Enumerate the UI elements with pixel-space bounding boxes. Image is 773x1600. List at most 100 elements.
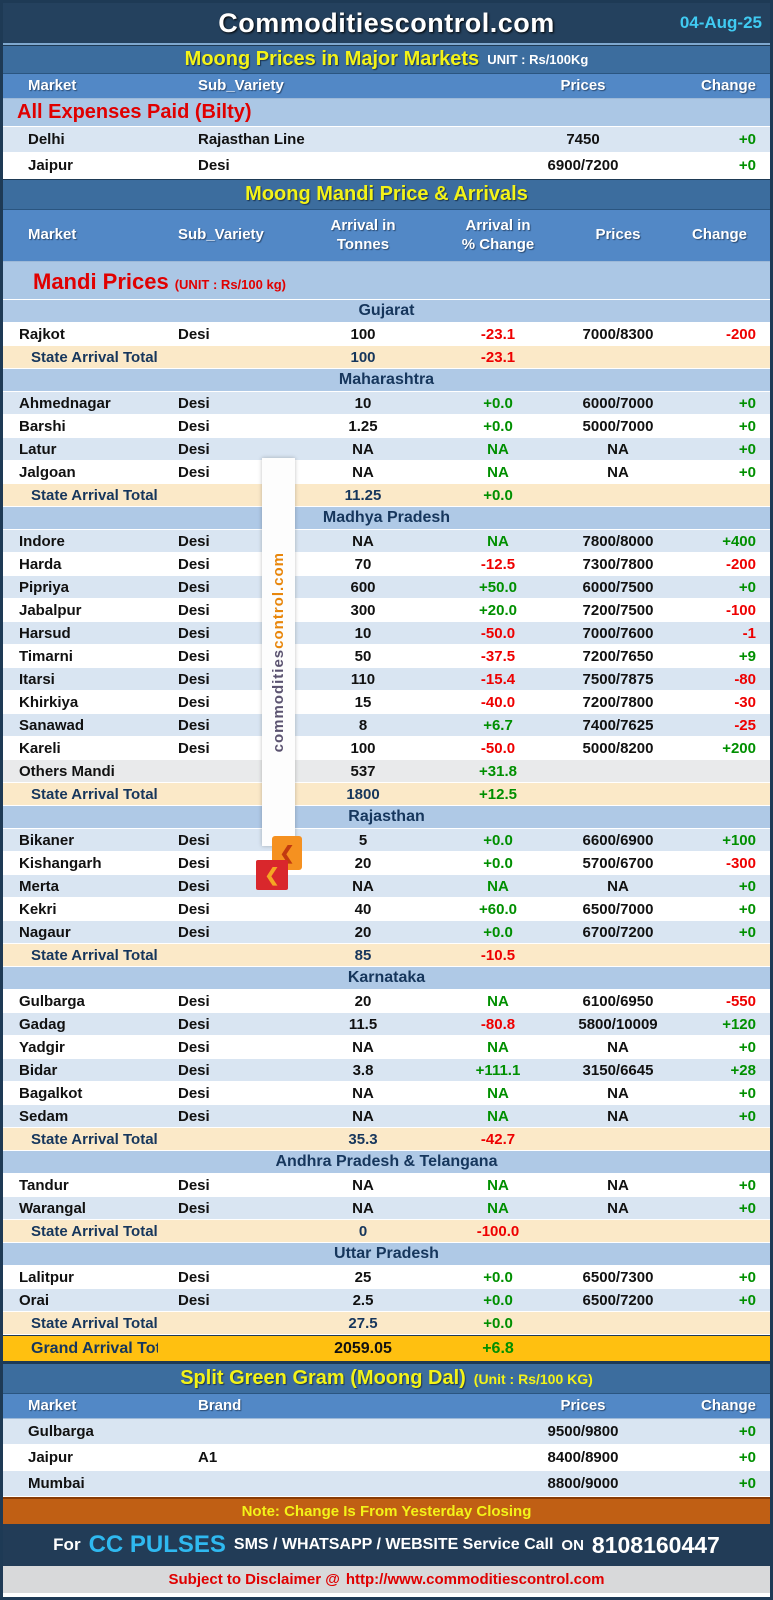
column-label-brand: Brand [198,1396,242,1414]
market-cell: Itarsi [19,670,55,688]
total-label: State Arrival Total [31,1130,158,1148]
subvariety-cell: Desi [178,624,210,642]
mandi-row: Gulbarga Desi 20 NA 6100/6950 -550 [3,990,770,1013]
arrival-cell: 11.5 [348,1015,378,1033]
total-label: State Arrival Total [31,946,158,964]
market-cell: Nagaur [19,923,71,941]
prices-cell: NA [607,440,629,458]
mandi-row: Harda Desi 70 -12.5 7300/7800 -200 [3,553,770,576]
market-cell: Barshi [19,417,66,435]
disclaimer-link[interactable]: http://www.commoditiescontrol.com [345,1571,605,1588]
market-cell: Tandur [19,1176,69,1194]
mandi-row: Barshi Desi 1.25 +0.0 5000/7000 +0 [3,415,770,438]
prices-cell: 7200/7500 [582,601,654,619]
total-pct: -23.1 [480,348,516,366]
state-arrival-total-row: State Arrival Total 85 -10.5 [3,944,770,967]
others-label: Others Mandi [19,762,115,780]
note-text: Note: Change Is From Yesterday Closing [241,1503,532,1520]
arrival-cell: 300 [350,601,376,619]
mandi-column-header: Market Sub_Variety Arrival in Tonnes Arrival… [3,210,770,262]
arrival-pct-cell: -80.8 [480,1015,516,1033]
market-cell: Timarni [19,647,73,665]
total-arrival: 27.5 [348,1314,378,1332]
prices-cell: 7500/7875 [582,670,654,688]
mandi-row: Tandur Desi NA NA NA +0 [3,1174,770,1197]
subvariety-cell: Desi [178,417,210,435]
major-markets-band: Moong Prices in Major Markets UNIT : Rs/… [3,45,770,74]
market-cell: Gulbarga [19,992,85,1010]
footer-on: ON [561,1536,584,1554]
arrival-cell: NA [352,1084,374,1102]
arrival-cell: 5 [358,831,368,849]
change-cell: -80 [734,670,756,688]
subvariety-cell: Desi [178,1199,210,1217]
arrival-pct-cell: NA [487,1176,509,1194]
prices-cell: 7450 [566,131,600,148]
change-cell: +0 [738,1176,756,1194]
prices-cell: 6600/6900 [582,831,654,849]
subvariety-cell: Desi [178,601,210,619]
arrival-cell: 10 [354,624,372,642]
subvariety-cell: Desi [178,440,210,458]
arrival-pct-cell: -40.0 [480,693,516,711]
prices-cell: 5000/7000 [582,417,654,435]
subvariety-cell: Desi [178,325,210,343]
column-label-prices: Prices [560,76,606,94]
prices-cell: 6500/7200 [582,1291,654,1309]
site-title: Commoditiescontrol.com [218,7,555,38]
market-cell: Khirkiya [19,693,79,711]
change-cell: -100 [725,601,756,619]
change-cell: +0 [738,1268,756,1286]
prices-cell: NA [607,1176,629,1194]
arrival-cell: 20 [354,923,372,941]
change-cell: -200 [725,555,756,573]
split-gram-band: Split Green Gram (Moong Dal) (Unit : Rs/… [3,1363,770,1394]
total-pct: +0.0 [483,1314,513,1332]
market-cell: Bidar [19,1061,58,1079]
change-cell: -200 [725,325,756,343]
mandi-row: Sanawad Desi 8 +6.7 7400/7625 -25 [3,714,770,737]
prices-cell: 5800/10009 [578,1015,658,1033]
subvariety-cell: Desi [178,923,210,941]
change-cell: +400 [722,532,756,550]
mandi-row: Ahmednagar Desi 10 +0.0 6000/7000 +0 [3,392,770,415]
prices-cell: 6000/7500 [582,578,654,596]
mandi-row: Kekri Desi 40 +60.0 6500/7000 +0 [3,898,770,921]
subvariety-cell: Desi [178,532,210,550]
change-cell: +200 [722,739,756,757]
arrival-pct-cell: -23.1 [480,325,516,343]
arrival-pct-cell: NA [487,440,509,458]
total-pct: +12.5 [479,785,517,803]
change-cell: +0 [738,1475,756,1492]
split-gram-rows: Gulbarga 9500/9800 +0 Jaipur A1 8400/8900 +0 Mu… [3,1419,770,1497]
arrival-cell: NA [352,532,374,550]
arrival-cell: 100 [350,739,376,757]
total-pct: -10.5 [480,946,516,964]
market-cell: Bikaner [19,831,75,849]
change-cell: +0 [738,1084,756,1102]
prices-cell: NA [607,877,629,895]
disclaimer-strip: Subject to Disclaimer @ http://www.commo… [3,1566,770,1593]
arrival-pct-cell: NA [487,992,509,1010]
arrival-pct-cell: +0.0 [483,1291,513,1309]
subvariety-cell: Rajasthan Line [198,131,305,148]
major-markets-unit: UNIT : Rs/100Kg [487,52,589,67]
subvariety-cell: Desi [178,578,210,596]
market-cell: Harda [19,555,62,573]
subvariety-cell: Desi [178,992,210,1010]
mandi-title: Moong Mandi Price & Arrivals [245,183,528,205]
prices-cell: 7000/8300 [582,325,654,343]
mandi-row: Indore Desi NA NA 7800/8000 +400 [3,530,770,553]
arrival-cell: NA [352,440,374,458]
market-cell: Kishangarh [19,854,102,872]
total-arrival: 85 [354,946,372,964]
mandi-row: Harsud Desi 10 -50.0 7000/7600 -1 [3,622,770,645]
mandi-state-sections: Gujarat Rajkot Desi 100 -23.1 7000/8300 -200 St… [3,300,770,1335]
market-row: Jaipur Desi 6900/7200 +0 [3,153,770,179]
prices-cell: 8800/9000 [547,1475,619,1492]
arrival-cell: NA [352,1107,374,1125]
state-header: Maharashtra [3,369,770,392]
change-cell: +0 [738,1199,756,1217]
subvariety-cell: Desi [178,1107,210,1125]
